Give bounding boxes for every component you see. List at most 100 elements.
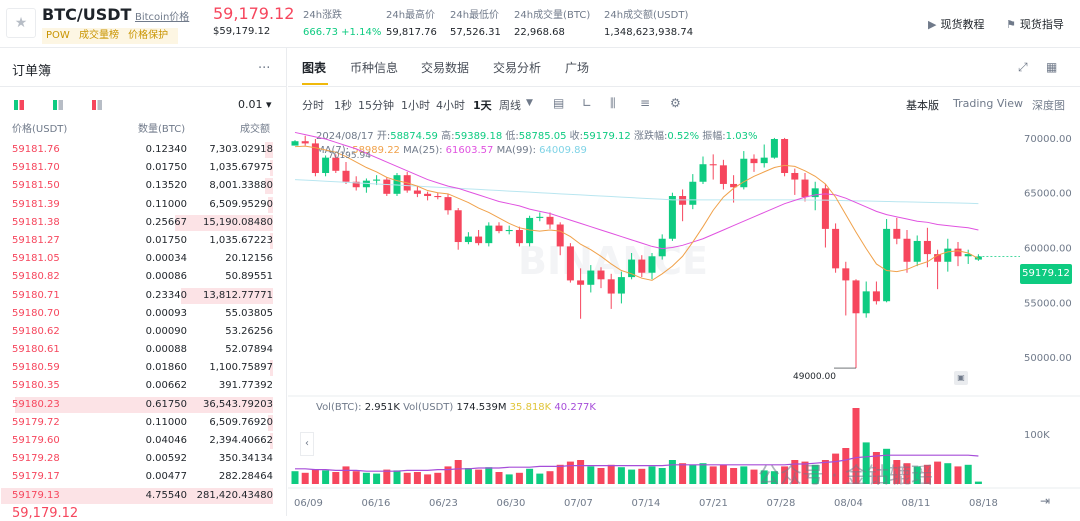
favorite-star-icon[interactable]: ★ bbox=[6, 8, 36, 38]
pair-info-link[interactable]: Bitcoin价格 bbox=[135, 12, 190, 23]
ask-row[interactable]: 59180.59 0.01860 1,100.75897 bbox=[0, 359, 287, 377]
interval-week[interactable]: 周线 bbox=[499, 99, 521, 112]
collapse-arrow-icon[interactable]: ‹ bbox=[300, 432, 314, 456]
both-sides-icon[interactable] bbox=[14, 100, 24, 110]
ask-total: 15,190.08480 bbox=[203, 216, 273, 228]
template-icon[interactable]: ≡ bbox=[640, 96, 651, 110]
ask-row[interactable]: 59179.17 0.00477 282.28464 bbox=[0, 468, 287, 486]
more-icon[interactable]: ... bbox=[258, 57, 271, 72]
ask-row[interactable]: 59180.23 0.61750 36,543.79203 bbox=[0, 396, 287, 414]
candle-type-icon[interactable]: ⫼ bbox=[610, 96, 616, 110]
tab-trading-analysis[interactable]: 交易分析 bbox=[493, 61, 542, 75]
ask-quantity: 0.61750 bbox=[145, 398, 187, 410]
ask-row[interactable]: 59180.61 0.00088 52.07894 bbox=[0, 341, 287, 359]
ask-row[interactable]: 59179.72 0.11000 6,509.76920 bbox=[0, 414, 287, 432]
tag-volume-rank[interactable]: 成交量榜 bbox=[78, 30, 119, 41]
candle-body bbox=[577, 280, 585, 285]
ask-row[interactable]: 59180.82 0.00086 50.89551 bbox=[0, 268, 287, 286]
indicator-icon[interactable]: ∟ bbox=[582, 96, 593, 110]
tab-trading-data[interactable]: 交易数据 bbox=[421, 61, 470, 75]
settings-icon[interactable]: ⚙ bbox=[670, 96, 681, 110]
date-tick: 07/07 bbox=[564, 498, 593, 509]
ask-row[interactable]: 59181.05 0.00034 20.12156 bbox=[0, 250, 287, 268]
caret-down-icon[interactable]: ▼ bbox=[526, 98, 533, 108]
ma99-label: MA(99): bbox=[496, 145, 536, 156]
ask-row[interactable]: 59181.39 0.11000 6,509.95290 bbox=[0, 196, 287, 214]
ohlc-amplitude-label: 振幅: bbox=[702, 131, 726, 142]
candle-body bbox=[730, 183, 738, 188]
ask-price: 59180.71 bbox=[12, 289, 60, 301]
ask-row[interactable]: 59179.60 0.04046 2,394.40662 bbox=[0, 432, 287, 450]
interval-4h[interactable]: 4小时 bbox=[436, 99, 465, 112]
ask-total: 2,394.40662 bbox=[209, 435, 273, 446]
ask-row[interactable]: 59181.27 0.01750 1,035.67223 bbox=[0, 232, 287, 250]
expand-icon[interactable]: ⤢ bbox=[1018, 60, 1028, 74]
precision-select[interactable]: 0.01 ▾ bbox=[238, 98, 272, 111]
ask-row[interactable]: 59181.76 0.12340 7,303.02918 bbox=[0, 141, 287, 159]
ask-row[interactable]: 59180.70 0.00093 55.03805 bbox=[0, 305, 287, 323]
tab-coin-info[interactable]: 币种信息 bbox=[350, 61, 399, 75]
view-depth[interactable]: 深度图 bbox=[1032, 99, 1065, 112]
candle-body bbox=[495, 225, 503, 232]
bids-only-icon[interactable] bbox=[53, 100, 64, 110]
ask-row[interactable]: 59180.62 0.00090 53.26256 bbox=[0, 323, 287, 341]
view-basic[interactable]: 基本版 bbox=[906, 99, 939, 112]
candle-body bbox=[852, 280, 860, 314]
ask-row[interactable]: 59180.71 0.23340 13,812.77771 bbox=[0, 287, 287, 305]
candle-body bbox=[832, 228, 840, 269]
ohlc-amplitude: 1.03% bbox=[725, 131, 758, 142]
ask-row[interactable]: 59179.13 4.75540 281,420.43480 bbox=[0, 487, 287, 505]
ask-row[interactable]: 59179.28 0.00592 350.34134 bbox=[0, 450, 287, 468]
grid-icon[interactable]: ▦ bbox=[1046, 60, 1058, 74]
tag-price-protect[interactable]: 价格保护 bbox=[128, 30, 169, 41]
volume-bar bbox=[413, 472, 421, 484]
candle-body bbox=[883, 228, 891, 302]
ask-row[interactable]: 59181.70 0.01750 1,035.67975 bbox=[0, 159, 287, 177]
volume-bar bbox=[638, 468, 646, 484]
ask-quantity: 0.01860 bbox=[145, 362, 187, 374]
calendar-icon[interactable]: ▤ bbox=[553, 96, 565, 110]
ask-row[interactable]: 59181.50 0.13520 8,001.33880 bbox=[0, 177, 287, 195]
interval-1d[interactable]: 1天 bbox=[473, 99, 492, 112]
ask-row[interactable]: 59180.35 0.00662 391.77392 bbox=[0, 377, 287, 395]
asks-only-icon[interactable] bbox=[92, 100, 103, 110]
ma25-value: 61603.57 bbox=[445, 145, 494, 156]
ask-row[interactable]: 59181.38 0.25667 15,190.08480 bbox=[0, 214, 287, 232]
candlestick-chart[interactable]: BINANCE 70000.00 65000.00 60000.00 55000.00 5… bbox=[288, 48, 1080, 516]
spot-guide-link[interactable]: ⚑ 现货指导 bbox=[1006, 16, 1064, 32]
ask-total: 391.77392 bbox=[218, 380, 273, 392]
interval-15m[interactable]: 15分钟 bbox=[358, 99, 394, 112]
view-tradingview[interactable]: Trading View bbox=[953, 97, 1023, 110]
interval-1s[interactable]: 1秒 bbox=[334, 99, 352, 112]
volume-bar bbox=[495, 472, 503, 484]
date-tick: 06/30 bbox=[497, 498, 526, 509]
tab-square[interactable]: 广场 bbox=[565, 61, 590, 75]
spot-guide-label: 现货指导 bbox=[1019, 18, 1064, 31]
ask-total: 6,509.95290 bbox=[209, 198, 273, 210]
candle-body bbox=[464, 236, 472, 243]
interval-1h[interactable]: 1小时 bbox=[401, 99, 430, 112]
trading-pair[interactable]: BTC/USDT bbox=[42, 5, 132, 24]
spot-tutorial-link[interactable]: ▶ 现货教程 bbox=[928, 16, 984, 32]
vol-usdt-value: 174.539M bbox=[456, 402, 507, 413]
candle-body bbox=[913, 240, 921, 262]
interval-line[interactable]: 分时 bbox=[302, 99, 324, 112]
candle-body bbox=[373, 179, 381, 181]
depth-bar bbox=[270, 232, 273, 249]
volume-bar bbox=[464, 468, 472, 484]
tag-pow[interactable]: POW bbox=[46, 30, 70, 41]
reset-icon[interactable]: ▣ bbox=[954, 371, 968, 385]
volume-bar bbox=[434, 472, 442, 484]
candle-body bbox=[699, 164, 707, 182]
candle-body bbox=[291, 141, 299, 146]
scroll-end-icon[interactable]: ⇥ bbox=[1040, 494, 1051, 508]
candle-body bbox=[505, 229, 513, 232]
candle-body bbox=[760, 157, 768, 164]
tab-chart[interactable]: 图表 bbox=[302, 61, 327, 75]
volume-bar bbox=[485, 467, 493, 484]
stat-label: 24h最高价 bbox=[386, 10, 436, 21]
ohlc-open: 58874.59 bbox=[390, 131, 438, 142]
order-book-last-price[interactable]: 59,179.12 bbox=[12, 506, 79, 521]
ohlc-legend: 2024/08/17 开:58874.59 高:59389.18 低:58785… bbox=[316, 127, 757, 142]
depth-bar bbox=[1, 487, 273, 504]
